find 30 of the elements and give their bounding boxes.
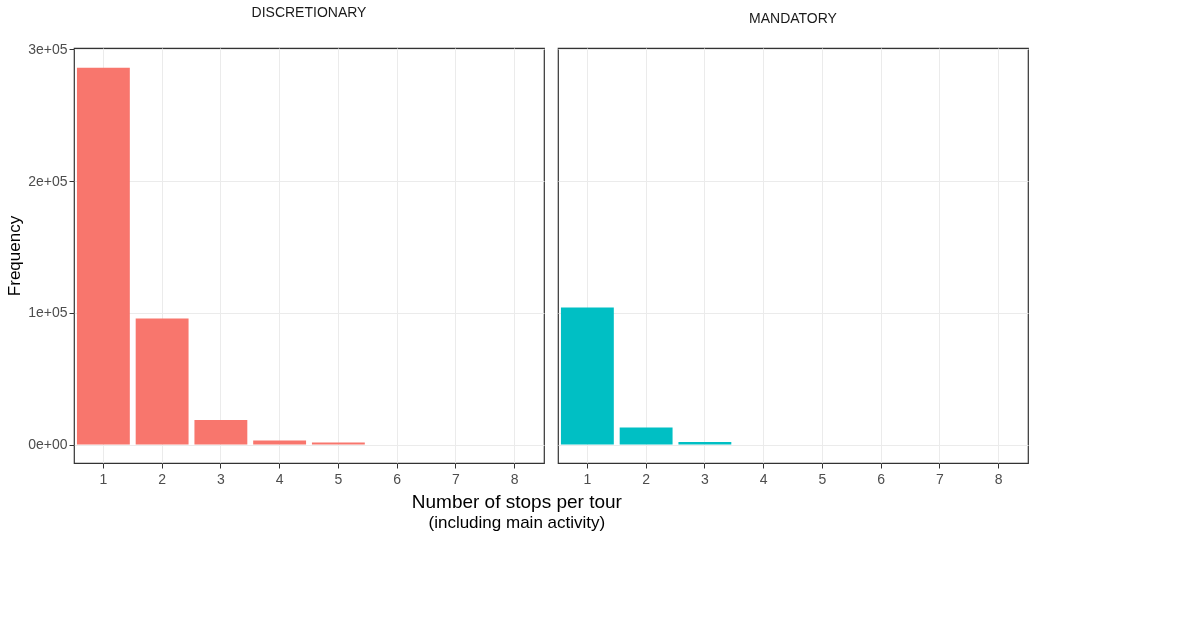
- x-tick-label: 2: [642, 470, 651, 487]
- x-tick-label: 3: [216, 470, 225, 487]
- x-tick-label: 4: [275, 470, 284, 487]
- x-tick-label: 8: [510, 470, 519, 487]
- bar: [135, 318, 189, 445]
- x-tick-label: 6: [877, 470, 886, 487]
- x-tick-label: 2: [158, 470, 167, 487]
- x-tick-label: 6: [393, 470, 402, 487]
- bar: [253, 440, 307, 445]
- x-tick-label: 4: [759, 470, 768, 487]
- chart-title: DISCRETIONARY: [251, 4, 368, 21]
- x-tick-label: 8: [994, 470, 1003, 487]
- x-tick-label: 1: [99, 470, 108, 487]
- x-tick-label: 7: [935, 470, 944, 487]
- bar: [194, 419, 248, 445]
- x-tick-label: 3: [700, 470, 709, 487]
- y-tick-label: 1e+05: [28, 304, 68, 321]
- chart-title: MANDATORY: [749, 10, 838, 26]
- y-axis-title: Frequency: [5, 215, 25, 297]
- y-tick-label: 3e+05: [28, 40, 68, 57]
- y-tick-label: 2e+05: [28, 172, 68, 189]
- x-tick-label: 5: [818, 470, 827, 487]
- x-axis-title: Number of stops per tour: [411, 490, 623, 512]
- y-tick-label: 0e+00: [28, 436, 68, 453]
- x-tick-label: 1: [583, 470, 592, 487]
- x-tick-label: 5: [334, 470, 343, 487]
- bar: [76, 67, 130, 445]
- text: (including main activity): [428, 512, 606, 532]
- bar: [311, 442, 365, 445]
- x-tick-label: 7: [451, 470, 460, 487]
